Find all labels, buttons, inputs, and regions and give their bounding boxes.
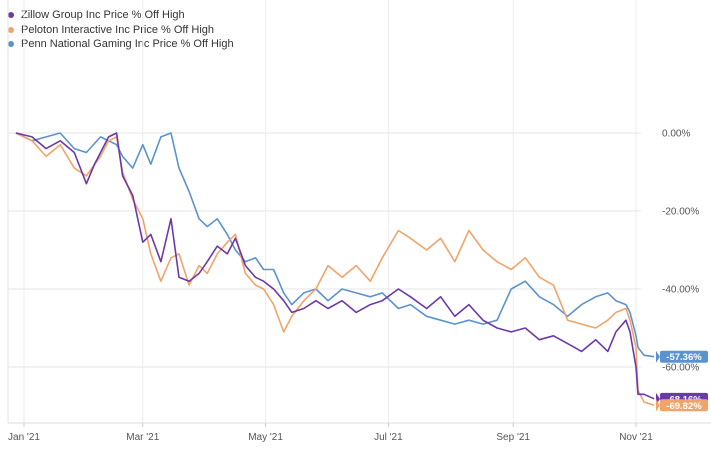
end-label-box	[660, 399, 708, 412]
end-label-value: -57.36%	[666, 352, 702, 363]
end-label-pointer	[656, 350, 660, 363]
chart-grid	[7, 0, 711, 424]
end-label-value: -69.82%	[666, 401, 702, 412]
legend-item-zillow[interactable]: Zillow Group Inc Price % Off High	[8, 8, 234, 23]
legend-dot-zillow	[8, 12, 14, 19]
end-labels: -68.16%-69.82%-57.36%	[656, 350, 708, 412]
legend-item-penn[interactable]: Penn National Gaming Inc Price % Off Hig…	[8, 37, 234, 52]
y-axis: 0.00% -20.00% -40.00% -60.00%	[662, 129, 699, 374]
y-tick-label: -60.00%	[662, 363, 699, 374]
x-tick-label: Nov '21	[619, 432, 653, 443]
y-tick-label: 0.00%	[662, 129, 690, 140]
x-tick-label: Jan '21	[8, 432, 40, 443]
legend-label-zillow: Zillow Group Inc Price % Off High	[21, 9, 185, 22]
x-tick-label: Sep '21	[496, 432, 530, 443]
x-tick-label: Mar '21	[126, 432, 159, 443]
legend-label-peloton: Peloton Interactive Inc Price % Off High	[21, 23, 214, 36]
legend-dot-penn	[8, 41, 14, 48]
end-label-pointer	[656, 399, 660, 412]
legend-dot-peloton	[8, 26, 14, 33]
series-line-peloton[interactable]	[15, 132, 655, 407]
x-axis: Jan '21 Mar '21 May '21 Jul '21 Sep '21 Nov '…	[8, 423, 653, 443]
series-line-penn[interactable]	[15, 132, 655, 358]
end-label-peloton: -69.82%	[656, 399, 708, 412]
end-label-box	[660, 350, 708, 363]
chart-legend: Zillow Group Inc Price % Off High Peloto…	[8, 8, 234, 52]
legend-label-penn: Penn National Gaming Inc Price % Off Hig…	[21, 38, 234, 51]
y-tick-label: -20.00%	[662, 207, 699, 218]
x-tick-label: Jul '21	[374, 432, 403, 443]
series-layer	[15, 132, 655, 407]
y-tick-label: -40.00%	[662, 285, 699, 296]
series-line-zillow[interactable]	[15, 132, 655, 400]
x-tick-label: May '21	[248, 432, 283, 443]
end-label-penn: -57.36%	[656, 350, 708, 363]
legend-item-peloton[interactable]: Peloton Interactive Inc Price % Off High	[8, 23, 234, 38]
